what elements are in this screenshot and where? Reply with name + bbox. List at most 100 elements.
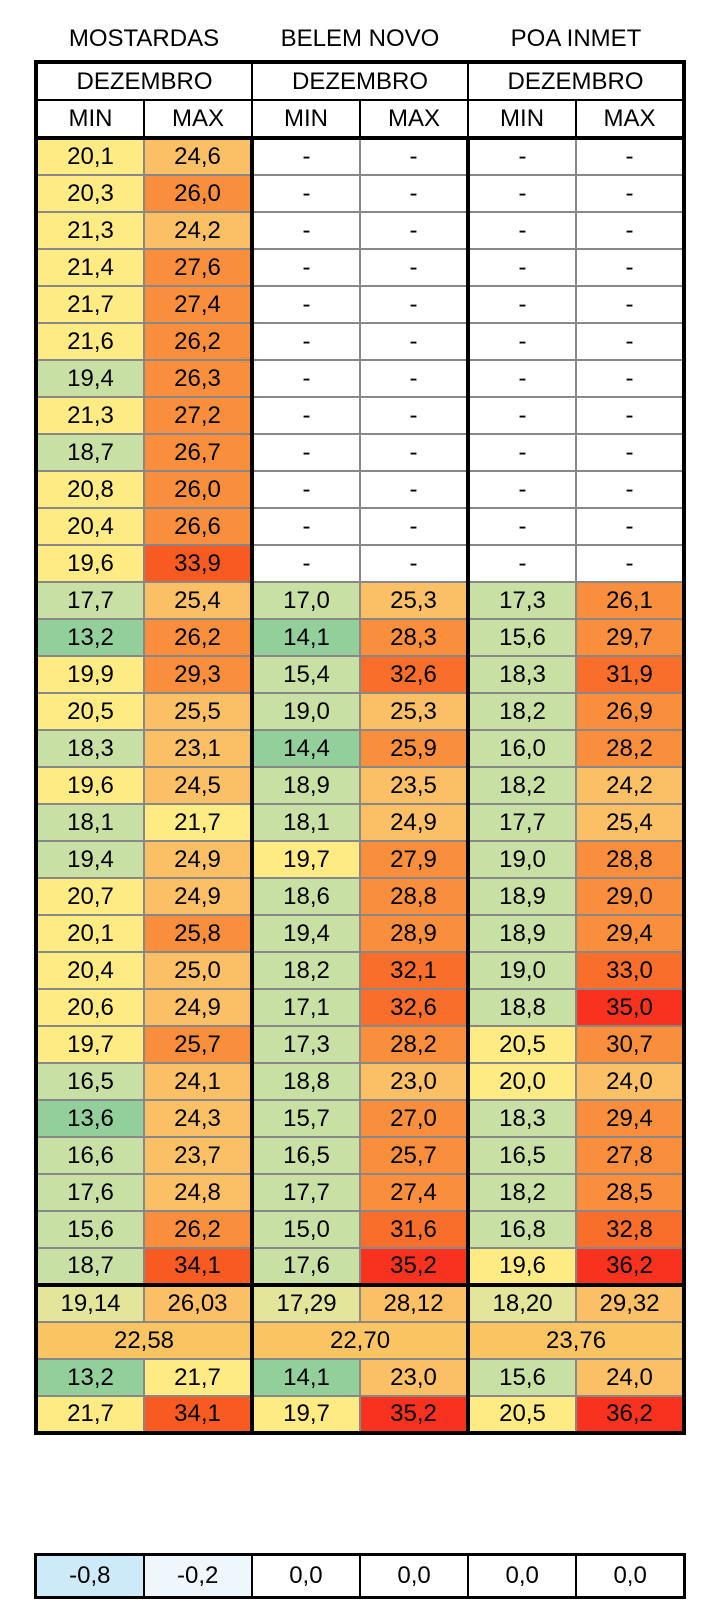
- max-cell: -: [359, 544, 470, 583]
- max-cell: -: [359, 396, 470, 435]
- min-cell: 15,4: [250, 655, 362, 694]
- min-cell: 18,9: [250, 766, 362, 805]
- min-cell: 20,4: [35, 951, 145, 990]
- deviation-row: -0,8 -0,2 0,0 0,0 0,0 0,0: [34, 1553, 686, 1599]
- min-cell: 17,6: [250, 1247, 362, 1286]
- min-cell: -: [250, 470, 362, 509]
- max-cell: 26,9: [575, 692, 686, 731]
- min-cell: 18,6: [250, 877, 362, 916]
- max-cell: 27,0: [359, 1099, 470, 1138]
- min-cell: 13,2: [35, 618, 145, 657]
- daily-row: 20,3 26,0- - - -: [35, 174, 686, 213]
- max-header: MAX: [359, 99, 470, 140]
- daily-row: 19,4 26,3- - - -: [35, 359, 686, 398]
- max-cell: 28,3: [359, 618, 470, 657]
- deviation-cell: -0,2: [142, 1553, 253, 1599]
- min-cell: -: [466, 507, 578, 546]
- max-cell: 23,1: [142, 729, 254, 768]
- max-cell: 32,6: [359, 655, 470, 694]
- max-cell: 35,2: [359, 1395, 470, 1434]
- max-cell: 34,1: [142, 1395, 254, 1434]
- max-cell: -: [359, 137, 470, 176]
- daily-row: 20,4 25,0 18,2 32,1 19,0 33,0: [35, 951, 686, 990]
- max-cell: -: [575, 396, 686, 435]
- min-cell: 21,6: [35, 322, 145, 361]
- min-cell: 20,0: [466, 1062, 578, 1101]
- min-cell: 16,5: [250, 1136, 362, 1175]
- max-cell: 25,7: [359, 1136, 470, 1175]
- max-cell: 23,0: [359, 1062, 470, 1101]
- min-cell: 17,0: [250, 581, 362, 620]
- deviation-cell: -0,8: [34, 1553, 145, 1599]
- min-cell: 14,1: [250, 1358, 362, 1397]
- daily-row: 20,5 25,5 19,0 25,3 18,2 26,9: [35, 692, 686, 731]
- overall-mean-cell: 23,76: [466, 1321, 686, 1360]
- max-cell: 25,3: [359, 692, 470, 731]
- overall-mean-cell: 22,58: [34, 1321, 254, 1360]
- min-cell: 15,7: [250, 1099, 362, 1138]
- max-cell: 36,2: [575, 1395, 686, 1434]
- month-label: DEZEMBRO: [251, 61, 470, 101]
- daily-row: 21,3 27,2- - - -: [35, 396, 686, 435]
- min-cell: -: [250, 396, 362, 435]
- deviation-cell: 0,0: [358, 1553, 470, 1599]
- min-cell: 17,7: [466, 803, 578, 842]
- min-cell: 14,4: [250, 729, 362, 768]
- min-cell: -: [466, 285, 578, 324]
- min-cell: 17,3: [466, 581, 578, 620]
- min-cell: 21,3: [35, 396, 145, 435]
- min-cell: 17,1: [250, 988, 362, 1027]
- daily-row: 19,6 33,9- - - -: [35, 544, 686, 583]
- max-cell: 27,9: [359, 840, 470, 879]
- min-cell: -: [466, 470, 578, 509]
- max-cell: -: [575, 470, 686, 509]
- max-cell: 31,6: [359, 1210, 470, 1249]
- min-cell: 20,8: [35, 470, 145, 509]
- daily-row: 21,4 27,6- - - -: [35, 248, 686, 287]
- min-cell: -: [466, 211, 578, 250]
- max-cell: 27,4: [142, 285, 254, 324]
- max-cell: 24,2: [575, 766, 686, 805]
- max-cell: 29,3: [142, 655, 254, 694]
- daily-row: 21,3 24,2- - - -: [35, 211, 686, 250]
- min-cell: 15,0: [250, 1210, 362, 1249]
- min-cell: 19,0: [466, 840, 578, 879]
- min-cell: -: [250, 174, 362, 213]
- min-cell: 18,3: [466, 1099, 578, 1138]
- min-cell: 19,14: [35, 1283, 145, 1323]
- daily-row: 19,6 24,5 18,9 23,5 18,2 24,2: [35, 766, 686, 805]
- max-cell: -: [575, 248, 686, 287]
- min-cell: 18,9: [466, 914, 578, 953]
- max-cell: -: [575, 211, 686, 250]
- min-cell: 19,4: [250, 914, 362, 953]
- min-cell: 19,6: [35, 544, 145, 583]
- daily-row: 20,6 24,9 17,1 32,6 18,8 35,0: [35, 988, 686, 1027]
- min-cell: 20,6: [35, 988, 145, 1027]
- min-header: MIN: [35, 99, 145, 140]
- min-cell: -: [250, 248, 362, 287]
- min-cell: 17,29: [250, 1283, 362, 1323]
- highest-row: 21,7 34,1 19,7 35,2 20,5 36,2: [35, 1395, 686, 1434]
- max-cell: 26,2: [142, 1210, 254, 1249]
- min-cell: 16,6: [35, 1136, 145, 1175]
- station-name-poa-inmet: POA INMET: [510, 25, 642, 52]
- min-cell: 16,5: [35, 1062, 145, 1101]
- max-cell: 24,9: [142, 988, 254, 1027]
- min-cell: 16,5: [466, 1136, 578, 1175]
- min-cell: -: [250, 211, 362, 250]
- min-cell: 17,7: [250, 1173, 362, 1212]
- month-label: DEZEMBRO: [467, 61, 686, 101]
- max-cell: 35,2: [359, 1247, 470, 1286]
- max-cell: 24,2: [142, 211, 254, 250]
- min-cell: 21,7: [35, 1395, 145, 1434]
- daily-row: 21,6 26,2- - - -: [35, 322, 686, 361]
- min-cell: 20,4: [35, 507, 145, 546]
- max-cell: 26,0: [142, 174, 254, 213]
- station-name-mostardas: MOSTARDAS: [68, 25, 220, 52]
- min-cell: -: [250, 285, 362, 324]
- max-cell: 23,7: [142, 1136, 254, 1175]
- max-cell: 26,3: [142, 359, 254, 398]
- max-cell: 25,4: [142, 581, 254, 620]
- min-cell: 18,7: [35, 433, 145, 472]
- max-cell: -: [575, 137, 686, 176]
